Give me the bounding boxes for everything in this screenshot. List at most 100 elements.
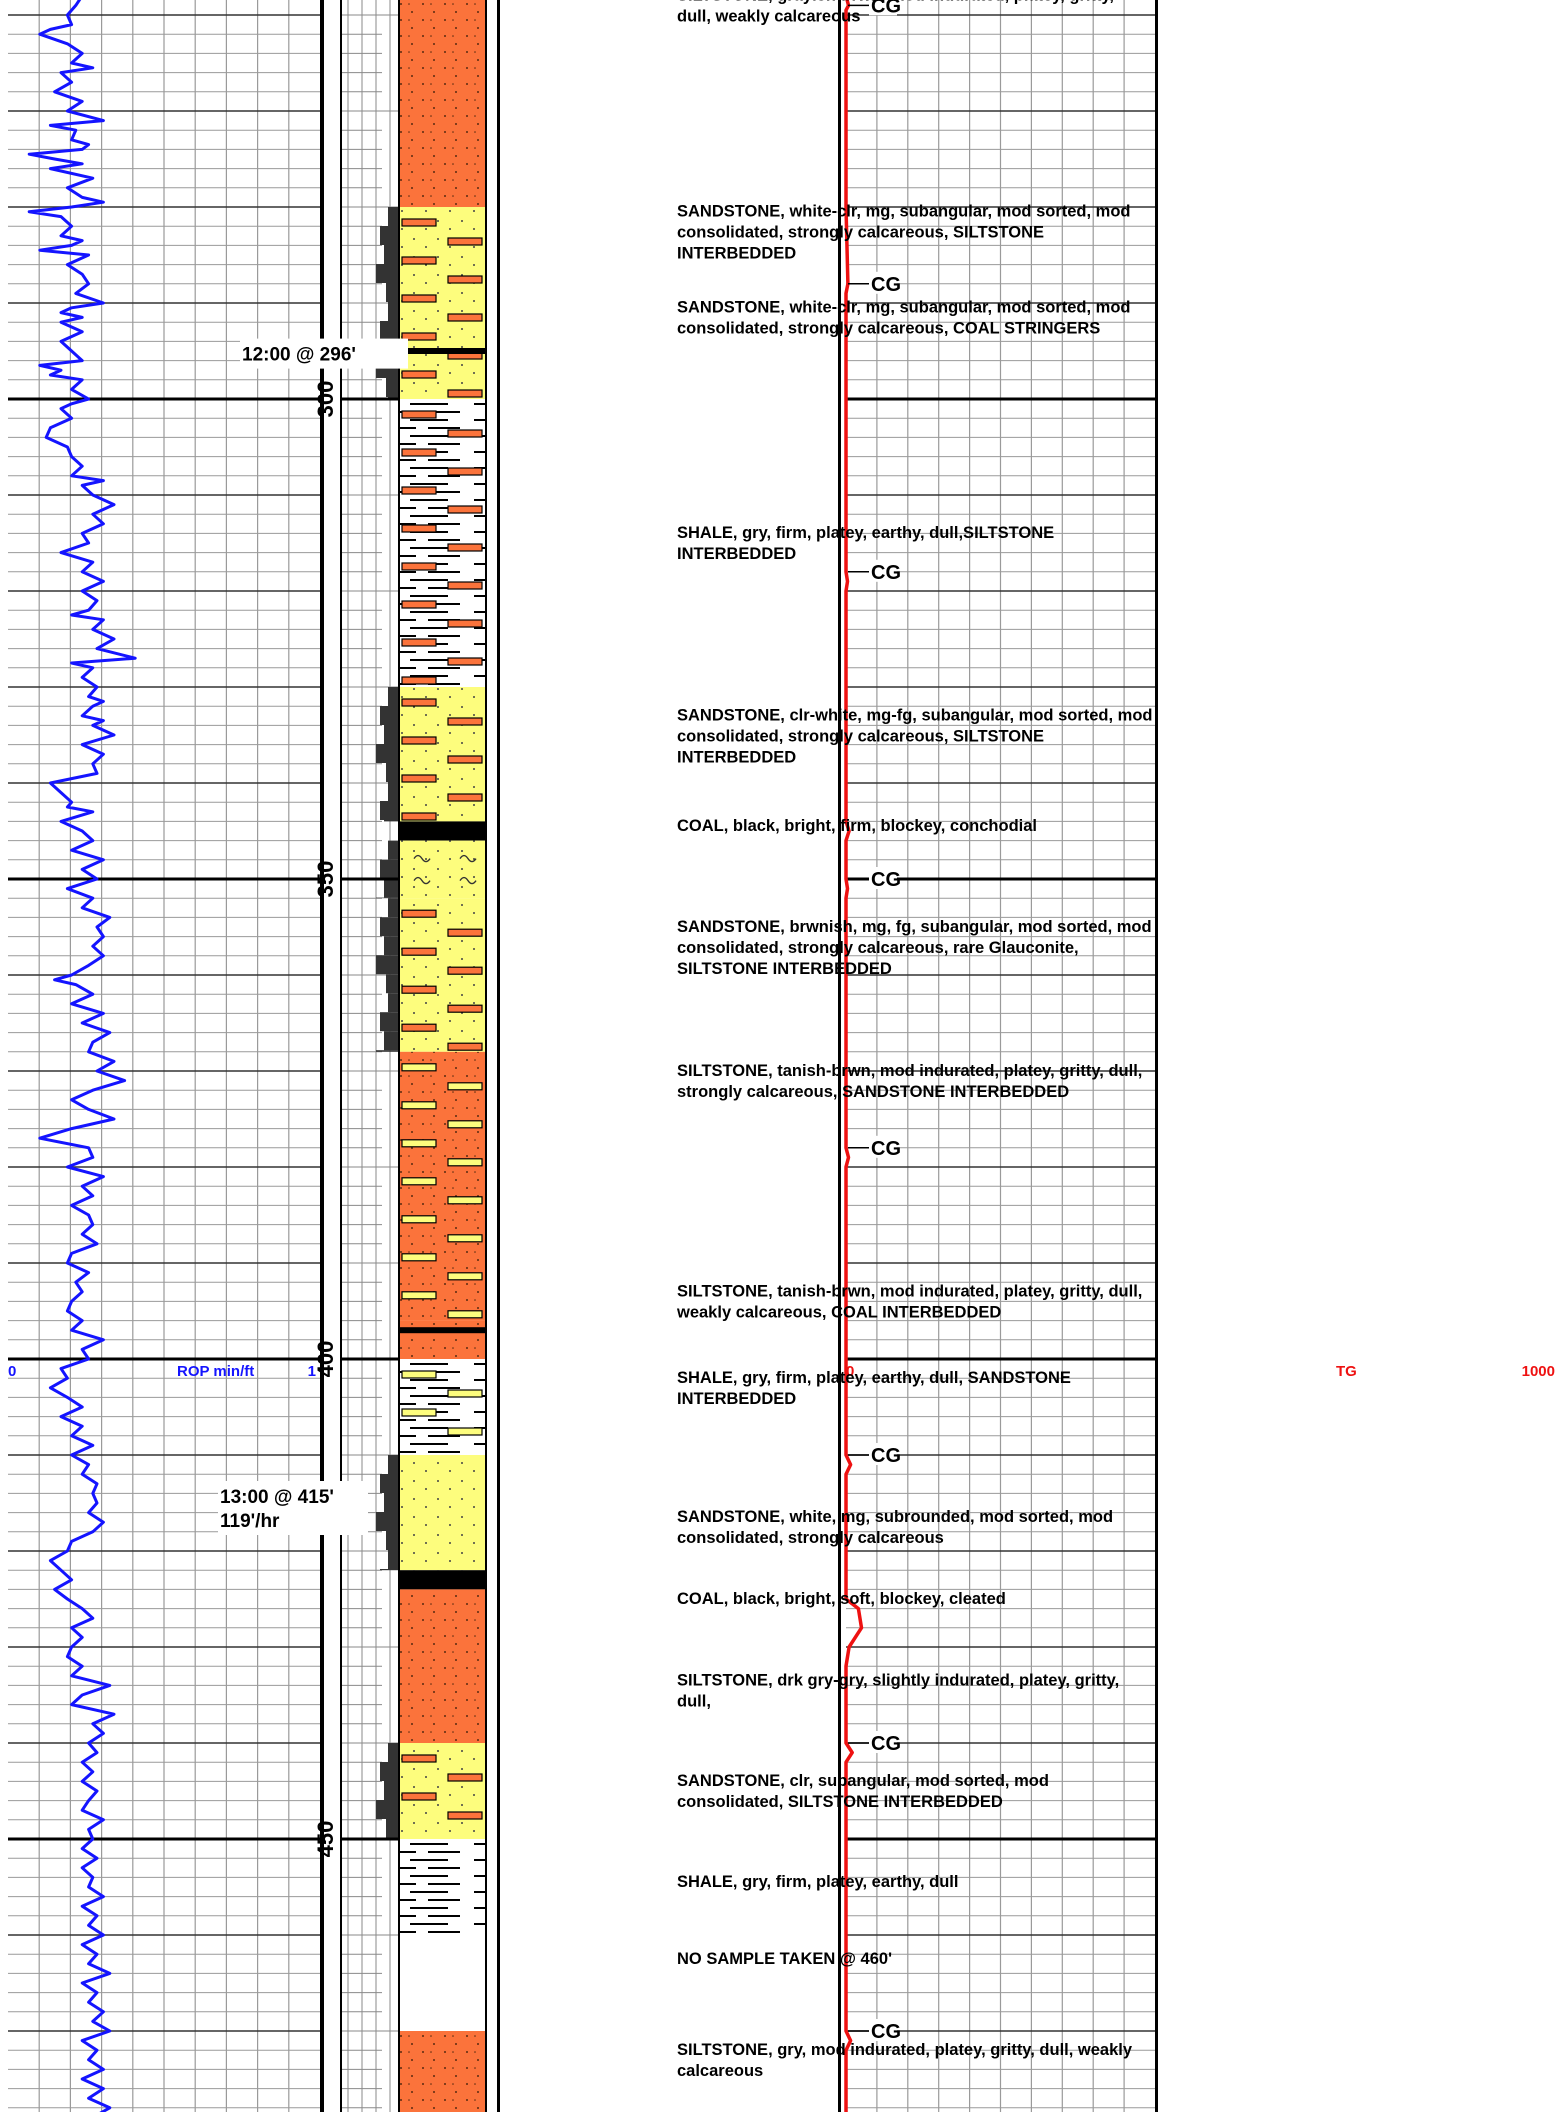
inclusion-sandstone [401, 1370, 437, 1379]
description-line: INTERBEDDED [677, 749, 796, 767]
tg-grid [846, 0, 1155, 2112]
grain-size-step [388, 782, 400, 801]
cg-marker: CG [848, 1443, 901, 1467]
inclusion-sandstone [447, 1389, 483, 1398]
grain-size-step [380, 1474, 400, 1493]
description-line: consolidated, strongly calcareous, COAL … [677, 320, 1100, 338]
grain-size-step [376, 897, 400, 899]
cg-label: CG [871, 1733, 901, 1755]
grain-size-step [380, 801, 400, 820]
inclusion-siltstone [401, 698, 437, 707]
inclusion-sandstone [447, 1272, 483, 1281]
rop-scale-label: ROP min/ft [177, 1363, 254, 1380]
grain-size-step [386, 283, 400, 302]
cg-label: CG [871, 274, 901, 296]
grain-size-step [388, 993, 400, 1013]
inclusion-siltstone [447, 467, 483, 476]
inclusion-siltstone [401, 218, 437, 227]
inclusion-siltstone [447, 966, 483, 975]
lithology-description: SHALE, gry, firm, platey, earthy, dull, … [677, 1369, 1071, 1408]
grain-size-step [380, 226, 400, 245]
depth-label: 350 [313, 861, 338, 898]
depth-label: 450 [313, 1821, 338, 1858]
grain-size-step [386, 1819, 400, 1838]
grain-size-step [380, 706, 400, 725]
description-line: SILTSTONE, tanish-brwn, mod indurated, p… [677, 1062, 1142, 1080]
annotation-text: 12:00 @ 296' [242, 345, 356, 366]
inclusion-sandstone [401, 1215, 437, 1224]
description-line: dull, weakly calcareous [677, 8, 860, 26]
cg-marker: CG [848, 2019, 901, 2043]
track-border [320, 0, 324, 2112]
tg-scale-min: 0 [846, 1363, 854, 1380]
track-border [838, 0, 841, 2112]
description-line: SHALE, gry, firm, platey, earthy, dull,S… [677, 524, 1054, 542]
cg-marker: CG [848, 867, 901, 891]
inclusion-sandstone [401, 1063, 437, 1072]
grain-size-step [380, 1762, 400, 1781]
track-border [398, 0, 400, 2112]
lithology-shale [400, 1839, 485, 1935]
grain-size-step [386, 1531, 400, 1550]
lithology-description: SANDSTONE, white-clr, mg, subangular, mo… [677, 299, 1131, 338]
tg-curve [844, 0, 864, 2112]
inclusion-siltstone [401, 448, 437, 457]
inclusion-siltstone [401, 486, 437, 495]
inclusion-siltstone [401, 256, 437, 265]
cg-marker: CG [848, 1731, 901, 1755]
tg-scale-max: 1000 [1522, 1363, 1555, 1380]
lithology-description: SILTSTONE, gry, mod indurated, platey, g… [677, 2041, 1133, 2080]
inclusion-sandstone [447, 1427, 483, 1436]
inclusion-sandstone [401, 1101, 437, 1110]
tg-scale-label: TG [1336, 1363, 1357, 1380]
inclusion-sandstone [401, 1177, 437, 1186]
cg-label: CG [871, 1138, 901, 1160]
lithology-siltstone [400, 2031, 485, 2112]
description-line: dull, [677, 1692, 711, 1710]
description-line: calcareous [677, 2062, 763, 2080]
grain-size-step [380, 1569, 400, 1571]
lithology-coal [400, 821, 485, 841]
lithology-description: COAL, black, bright, soft, blockey, clea… [677, 1590, 1006, 1608]
glauconite-symbol [413, 854, 431, 863]
grain-size-step [380, 321, 400, 340]
lithology-description: SANDSTONE, white, mg, subrounded, mod so… [677, 1508, 1113, 1547]
inclusion-siltstone [447, 313, 483, 322]
inclusion-siltstone [401, 332, 437, 341]
description-line: consolidated, strongly calcareous, SILTS… [677, 224, 1044, 242]
lithology-sandstone [400, 840, 485, 899]
cg-backing [869, 559, 897, 582]
inclusion-siltstone [447, 793, 483, 802]
inclusion-sandstone [447, 1310, 483, 1319]
grain-size-step [388, 1550, 400, 1569]
inclusion-sandstone [447, 1082, 483, 1091]
track-border [485, 0, 487, 2112]
annotation-backing [218, 1481, 368, 1535]
depth-label: 400 [313, 1341, 338, 1378]
cg-backing [869, 1135, 897, 1158]
grain-size-step [388, 1743, 400, 1762]
inclusion-siltstone [401, 410, 437, 419]
description-line: SILTSTONE, gry, mod indurated, platey, g… [677, 2041, 1133, 2059]
grain-size-step [384, 245, 400, 264]
lithology-siltstone [400, 0, 485, 207]
inclusion-sandstone [401, 1253, 437, 1262]
grain-size-step [376, 264, 400, 283]
rop-grid [8, 0, 320, 2112]
lithology-description: SILTSTONE, drk gry-gry, slightly indurat… [677, 1671, 1119, 1710]
description-line: SILTSTONE, grayish-brwn, mod indurated, … [677, 0, 1114, 5]
inclusion-siltstone [447, 717, 483, 726]
lithology-description: SANDSTONE, clr, subangular, mod sorted, … [677, 1772, 1049, 1811]
inclusion-siltstone [401, 600, 437, 609]
description-line: SANDSTONE, white-clr, mg, subangular, mo… [677, 203, 1131, 221]
grain-size-step [388, 1455, 400, 1474]
grain-size-step [386, 378, 400, 397]
cg-marker: CG [848, 0, 901, 17]
grain-size-step [384, 820, 400, 822]
cg-marker: CG [848, 271, 901, 296]
description-line: consolidated, SILTSTONE INTERBEDDED [677, 1793, 1003, 1811]
grain-size-step [384, 1781, 400, 1800]
cg-backing [869, 1731, 897, 1753]
description-line: COAL, black, bright, soft, blockey, clea… [677, 1590, 1006, 1608]
inclusion-siltstone [447, 1811, 483, 1820]
